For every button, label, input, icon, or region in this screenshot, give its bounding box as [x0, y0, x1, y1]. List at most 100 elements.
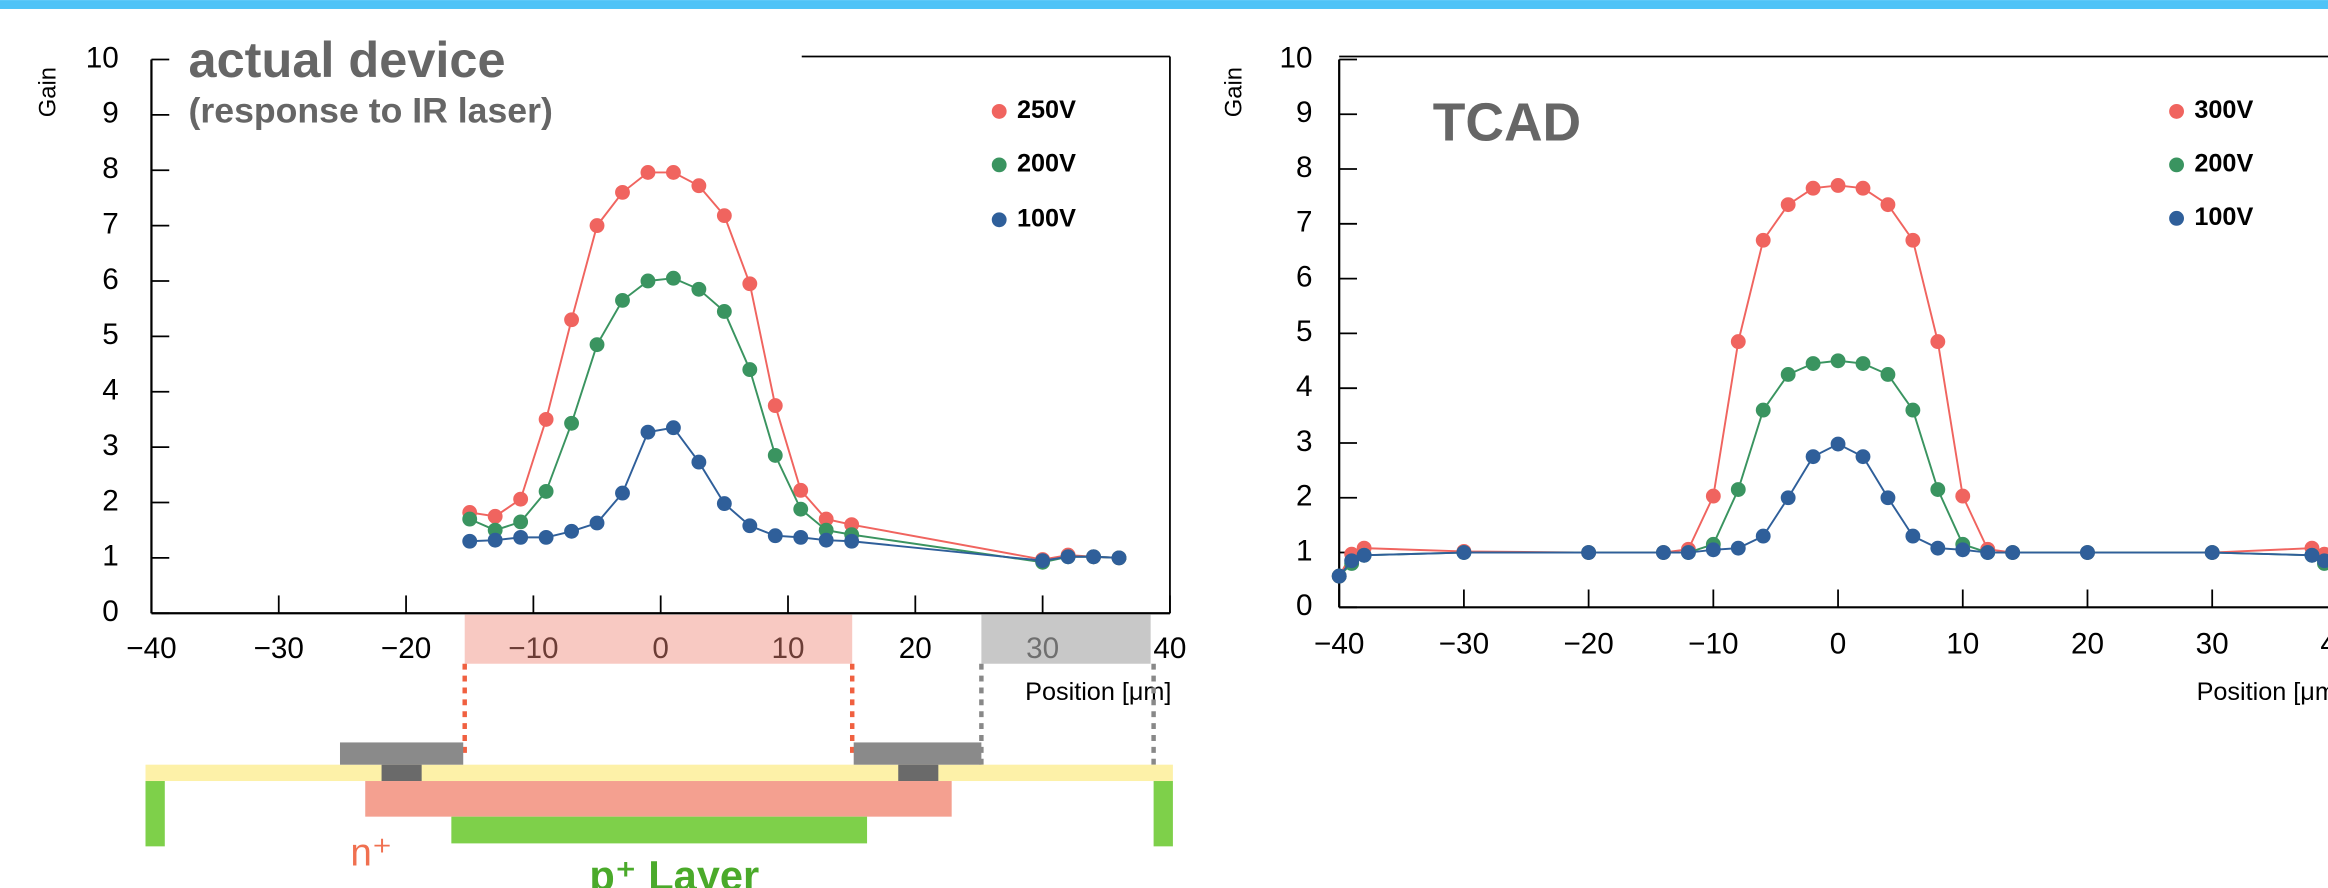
y-tick-label: 2: [1296, 480, 1313, 513]
data-point: [818, 532, 834, 548]
data-point: [1830, 353, 1846, 369]
x-tick-label: −30: [254, 632, 304, 665]
data-point: [487, 508, 503, 524]
data-point: [1730, 482, 1746, 497]
data-point: [615, 485, 630, 501]
legend-label: 200V: [1017, 150, 1076, 178]
data-point: [1880, 367, 1896, 382]
data-point: [1905, 232, 1921, 248]
p-label: p⁺ Layer: [589, 852, 759, 888]
y-tick-label: 10: [86, 41, 119, 74]
legend-marker: [2169, 210, 2184, 226]
data-point: [1930, 334, 1946, 350]
data-point: [640, 165, 656, 180]
data-point: [1955, 488, 1971, 504]
data-point: [1456, 545, 1472, 560]
legend-marker: [991, 104, 1007, 119]
data-point: [2080, 545, 2095, 560]
data-point: [1955, 542, 1971, 558]
data-point: [1930, 540, 1946, 556]
series-line: [469, 171, 1120, 561]
legend-label: 100V: [1017, 204, 1076, 232]
data-point: [742, 276, 758, 292]
data-point: [716, 496, 732, 512]
legend-label: 100V: [2194, 203, 2253, 231]
x-tick-label: 20: [899, 632, 932, 665]
y-tick-label: 6: [1296, 260, 1313, 293]
data-point: [1980, 545, 1996, 560]
y-tick-label: 1: [1296, 534, 1313, 567]
data-point: [1880, 197, 1896, 213]
data-point: [2005, 545, 2021, 560]
data-point: [1755, 232, 1771, 248]
data-point: [1780, 490, 1796, 506]
y-axis-label: Gain: [34, 67, 61, 117]
data-point: [1705, 542, 1721, 558]
p-layer: [451, 816, 868, 844]
plot: [1331, 178, 2328, 584]
pad-region-band: [981, 614, 1151, 664]
data-point: [1035, 553, 1051, 569]
y-tick-label: 4: [1296, 370, 1313, 403]
data-point: [1780, 367, 1796, 382]
data-point: [767, 528, 783, 544]
series-line: [1338, 442, 2328, 577]
oxide-layer: [145, 764, 1173, 782]
x-axis-label: Position [μm]: [1025, 678, 1171, 706]
data-point: [793, 529, 809, 545]
data-point: [1855, 356, 1871, 371]
data-point: [1581, 545, 1597, 560]
y-tick-label: 5: [102, 318, 119, 351]
legend-label: 300V: [2194, 96, 2253, 124]
data-point: [640, 273, 656, 289]
chart-title: TCAD: [1433, 93, 1581, 152]
x-tick-label: −10: [508, 632, 558, 665]
data-point: [767, 448, 783, 463]
data-point: [2204, 545, 2220, 560]
data-point: [665, 270, 681, 286]
x-tick-label: −40: [1314, 628, 1364, 661]
y-tick-label: 0: [1296, 589, 1313, 622]
y-tick-label: 0: [102, 595, 119, 628]
data-point: [665, 165, 681, 180]
y-tick-label: 8: [102, 152, 119, 185]
data-point: [513, 529, 529, 545]
data-point: [513, 491, 529, 507]
legend-label: 200V: [2194, 150, 2253, 178]
data-point: [462, 533, 478, 549]
contact: [381, 764, 422, 782]
y-tick-label: 1: [102, 540, 119, 573]
data-point: [640, 424, 656, 440]
plot: [462, 165, 1127, 570]
legend-marker: [2169, 104, 2184, 119]
data-point: [1880, 490, 1896, 506]
data-point: [462, 511, 478, 527]
data-point: [1344, 553, 1360, 569]
y-tick-label: 10: [1279, 41, 1312, 74]
y-axis-label: Gain: [1221, 67, 1248, 117]
data-point: [1805, 180, 1821, 196]
legend-marker: [2169, 157, 2184, 173]
y-tick-label: 5: [1296, 315, 1313, 348]
data-point: [793, 482, 809, 498]
data-point: [691, 178, 707, 194]
data-point: [487, 532, 503, 548]
data-point: [589, 515, 605, 531]
metal-pad: [339, 742, 464, 765]
data-point: [691, 281, 707, 297]
x-tick-label: 40: [2320, 628, 2328, 661]
data-point: [589, 218, 605, 234]
metal-pad: [853, 742, 982, 765]
data-point: [1656, 545, 1671, 560]
data-point: [767, 398, 783, 414]
series-line: [1338, 359, 2328, 577]
data-point: [2317, 553, 2328, 569]
data-point: [793, 501, 809, 517]
data-point: [1905, 528, 1921, 544]
contact: [898, 764, 939, 782]
y-tick-label: 7: [102, 207, 119, 240]
data-point: [691, 454, 707, 470]
legend-marker: [991, 157, 1007, 173]
